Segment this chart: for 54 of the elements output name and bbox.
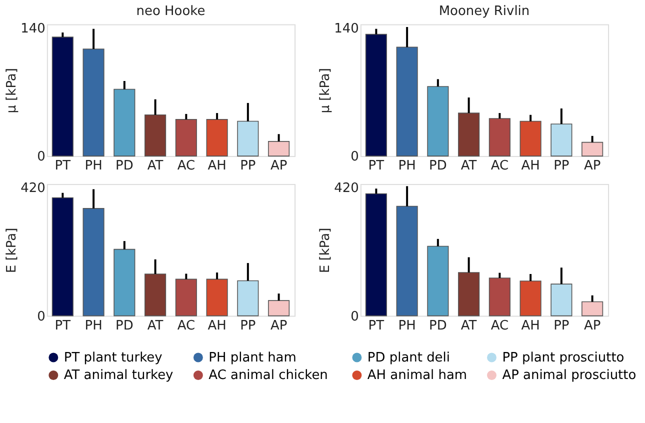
x-tick-label: PH [398, 158, 416, 174]
y-tick-label: 0 [350, 309, 359, 324]
y-tick-label: 0 [37, 309, 46, 324]
x-tick-label: PH [84, 158, 102, 174]
x-tick-label: AH [208, 158, 226, 174]
x-tick-label: PD [116, 318, 134, 334]
x-tick-label: PH [398, 318, 416, 334]
y-tick-label: 0 [350, 150, 359, 165]
x-tick-label: PP [554, 158, 570, 174]
legend-label: PD plant deli [367, 350, 450, 366]
y-axis-title: μ [kPa] [4, 68, 20, 114]
x-tick-label: PD [116, 158, 134, 174]
x-tick-label: AT [460, 318, 477, 334]
x-tick-label: AH [521, 318, 540, 334]
x-tick-label: PH [84, 318, 102, 334]
y-axis-title: E [kPa] [318, 228, 334, 273]
x-tick-label: AP [270, 318, 288, 334]
x-tick-label: AH [208, 318, 226, 334]
legend-label: PP plant prosciutto [502, 350, 624, 366]
y-tick-label: 140 [334, 21, 359, 36]
chart-title: neo Hooke [136, 4, 206, 19]
y-axis-title: μ [kPa] [318, 68, 334, 114]
y-tick-label: 140 [20, 21, 46, 36]
x-tick-label: PT [368, 158, 384, 174]
x-tick-label: AP [584, 158, 601, 174]
legend-label: PT plant turkey [64, 350, 163, 366]
x-tick-label: PD [429, 318, 447, 334]
y-axis-title: E [kPa] [4, 228, 20, 273]
x-tick-label: AC [177, 158, 196, 174]
x-tick-label: AT [147, 318, 164, 334]
legend-label: AP animal prosciutto [502, 368, 636, 384]
x-tick-label: AT [460, 158, 477, 174]
x-tick-label: PT [54, 158, 71, 174]
x-tick-label: PP [240, 318, 256, 334]
x-tick-label: PP [240, 158, 256, 174]
chart-title: Mooney Rivlin [438, 4, 530, 19]
x-tick-label: AT [147, 158, 164, 174]
legend-label: PH plant ham [208, 350, 296, 366]
y-tick-label: 0 [37, 150, 46, 165]
y-tick-label: 420 [20, 181, 46, 196]
x-tick-label: AP [270, 158, 288, 174]
x-tick-label: AC [177, 318, 196, 334]
x-tick-label: AP [584, 318, 601, 334]
legend-label: AT animal turkey [64, 368, 174, 384]
x-tick-label: AC [490, 158, 509, 174]
x-tick-label: PT [368, 318, 384, 334]
x-tick-label: PT [54, 318, 71, 334]
x-tick-label: PP [554, 318, 570, 334]
legend-label: AC animal chicken [208, 368, 328, 384]
legend-label: AH animal ham [367, 368, 468, 384]
x-tick-label: PD [429, 158, 447, 174]
y-tick-label: 420 [334, 181, 359, 196]
x-tick-label: AC [490, 318, 509, 334]
x-tick-label: AH [521, 158, 540, 174]
